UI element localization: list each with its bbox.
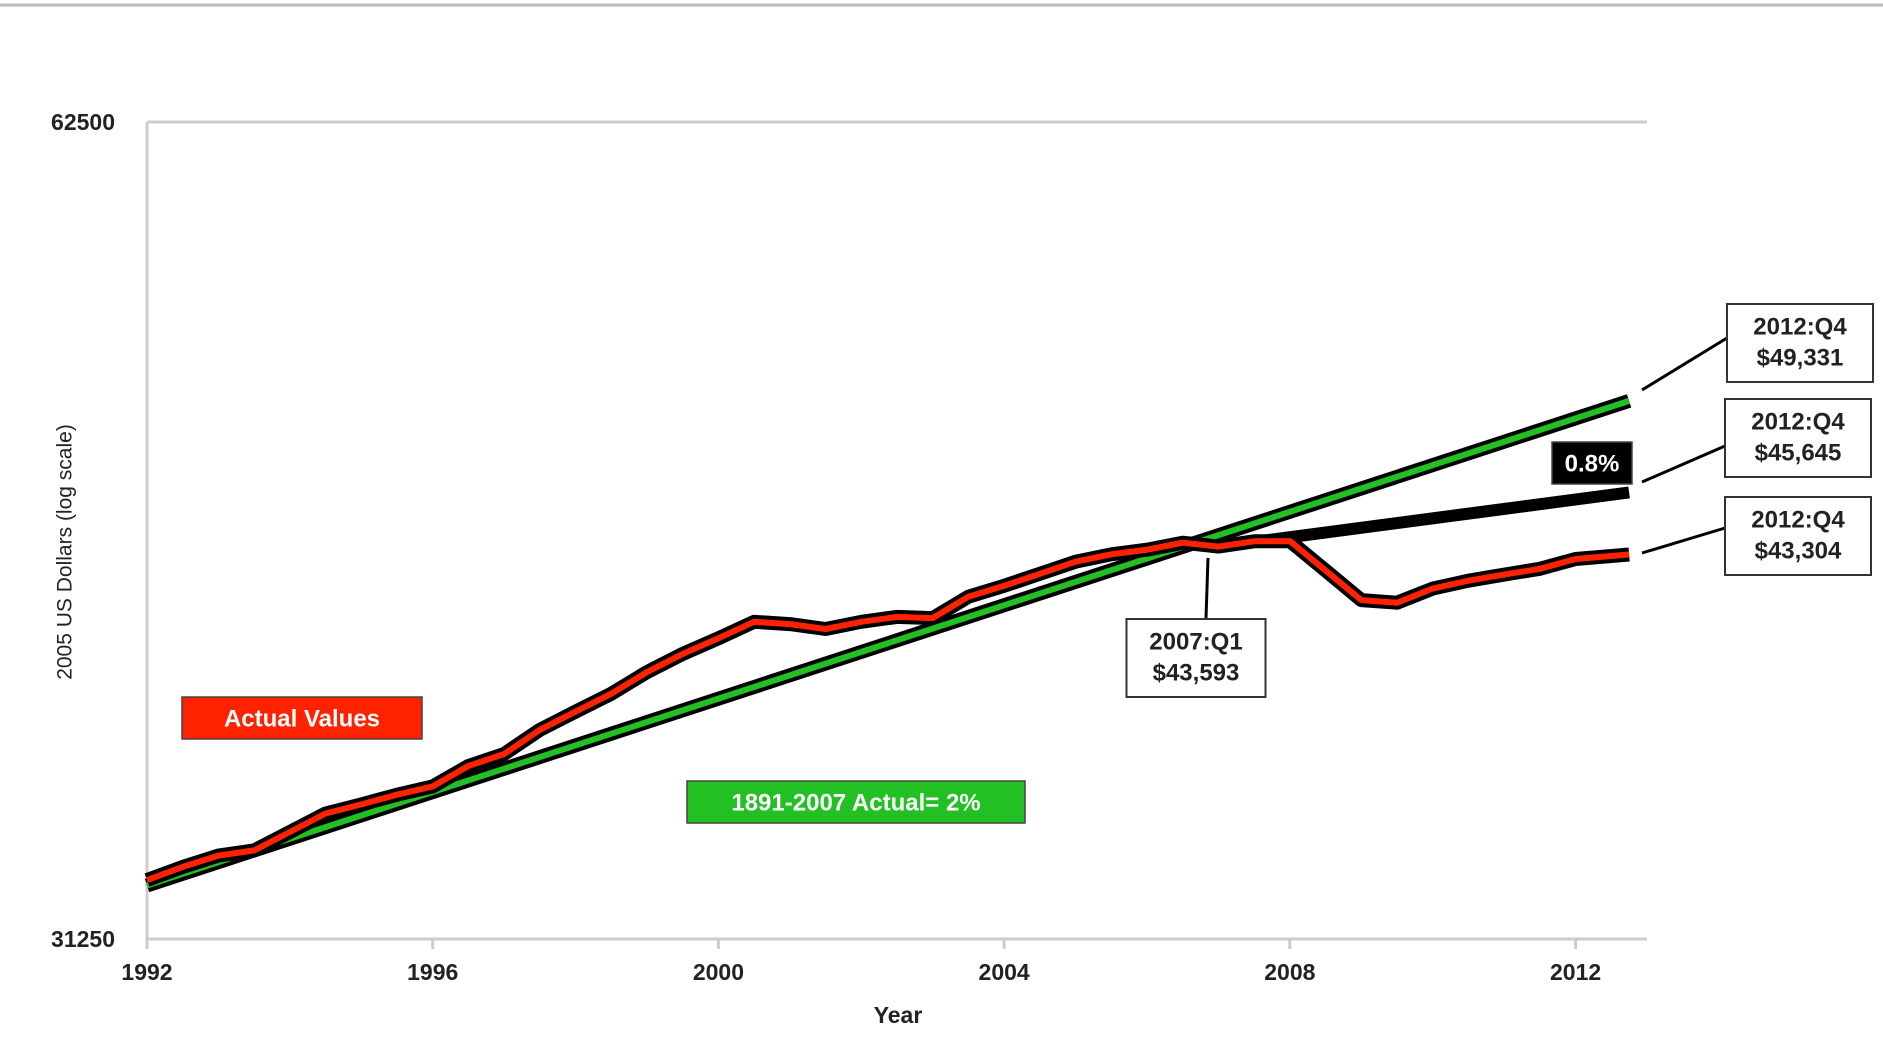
- callout-box: [1125, 618, 1267, 698]
- y-tick-label: 31250: [51, 926, 115, 952]
- legend-box: [686, 780, 1026, 824]
- x-tick-label: 1996: [407, 959, 458, 985]
- y-axis-label: 2005 US Dollars (log scale): [54, 424, 77, 680]
- x-tick-label: 2012: [1550, 959, 1601, 985]
- callout-text: $43,593: [1153, 659, 1240, 686]
- x-tick-label: 1992: [121, 959, 172, 985]
- x-tick-label: 2004: [979, 959, 1030, 985]
- callout-text: $45,645: [1755, 439, 1842, 466]
- legend-label: 0.8%: [1565, 450, 1620, 477]
- legend-box: [181, 696, 423, 740]
- legend-label: Actual Values: [224, 705, 380, 732]
- callout-text: 2007:Q1: [1149, 628, 1242, 655]
- legend-box: [1551, 441, 1633, 485]
- callout-leader: [1641, 526, 1726, 555]
- callout-leader: [1641, 336, 1728, 392]
- series-line: [146, 398, 1631, 889]
- callout-leader: [1641, 444, 1726, 484]
- y-tick-label: 62500: [51, 109, 115, 135]
- x-tick-label: 2008: [1264, 959, 1315, 985]
- x-tick-label: 2000: [693, 959, 744, 985]
- callout-box: [1724, 398, 1872, 478]
- x-axis-label: Year: [874, 1002, 923, 1028]
- callout-box: [1724, 496, 1872, 576]
- callout-leader: [1204, 557, 1210, 619]
- callout-text: $43,304: [1755, 537, 1842, 564]
- series-line: [145, 538, 1630, 883]
- legend-label: 1891-2007 Actual= 2%: [731, 789, 980, 816]
- callout-text: 2012:Q4: [1751, 506, 1845, 533]
- callout-text: $49,331: [1757, 344, 1844, 371]
- callout-text: 2012:Q4: [1753, 313, 1847, 340]
- callout-text: 2012:Q4: [1751, 408, 1845, 435]
- callout-box: [1726, 303, 1874, 383]
